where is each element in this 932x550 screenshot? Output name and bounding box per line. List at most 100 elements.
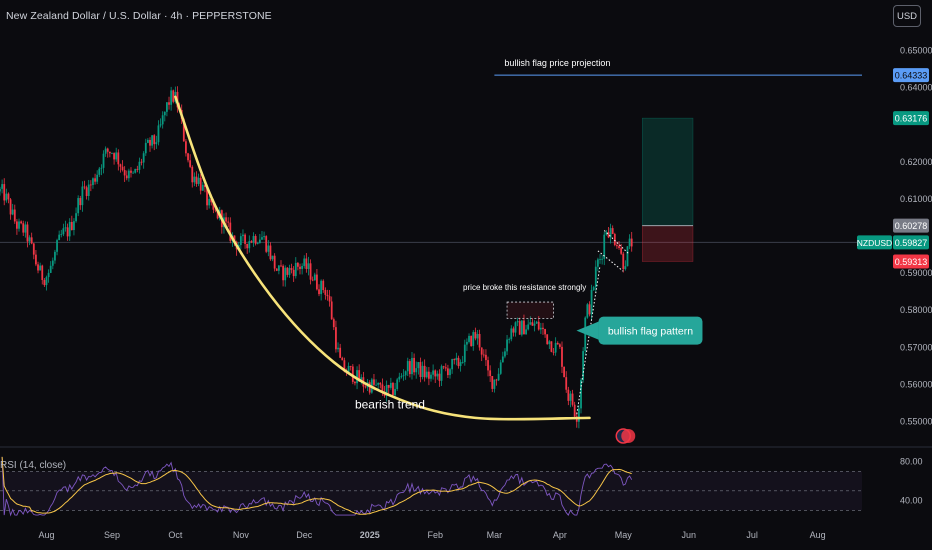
- candle-body: [140, 161, 143, 163]
- candle-body: [351, 366, 354, 382]
- candle-body: [514, 322, 517, 333]
- candle-body: [45, 277, 48, 286]
- candle-body: [161, 115, 164, 125]
- x-tick-label: Sep: [104, 530, 120, 540]
- price-badge: [893, 235, 929, 250]
- candle-body: [117, 152, 120, 165]
- candle-body: [440, 366, 443, 381]
- candle-body: [495, 379, 498, 381]
- stop-loss-zone: [642, 225, 694, 262]
- candle-body: [244, 234, 246, 244]
- candle-body: [404, 371, 407, 376]
- candle-body: [400, 375, 403, 377]
- candle-body: [368, 382, 371, 393]
- candle-body: [307, 263, 310, 269]
- flag-line: [603, 230, 630, 255]
- candle-body: [373, 379, 375, 385]
- candle-body: [425, 371, 428, 378]
- candle-body: [444, 367, 447, 369]
- candle-body: [292, 269, 295, 277]
- candle-body: [54, 251, 56, 261]
- price-labels: 0.64333 0.63176 0.60278 0.59827 0.59313NZDUS…: [857, 68, 929, 269]
- callout-box: [598, 316, 703, 345]
- candle-body: [419, 362, 422, 377]
- candle-body: [609, 228, 612, 238]
- candle-body: [246, 243, 249, 249]
- candle-body: [258, 239, 261, 243]
- candle-body: [411, 357, 413, 375]
- candle-body: [163, 111, 166, 116]
- currency-button[interactable]: USD: [893, 5, 921, 27]
- candle-body: [83, 186, 86, 188]
- candle-body: [227, 221, 230, 223]
- candle-body: [330, 301, 333, 320]
- x-tick-label: Apr: [553, 530, 567, 540]
- candle-body: [250, 241, 253, 243]
- candle-body: [199, 177, 202, 191]
- candle-body: [159, 124, 162, 126]
- candle-body: [111, 153, 113, 154]
- candle-body: [284, 267, 287, 281]
- candle-body: [611, 228, 614, 234]
- candle-body: [18, 221, 20, 229]
- rsi-tick-label: 80.00: [900, 457, 923, 467]
- candle-body: [119, 164, 122, 167]
- candle-body: [618, 246, 620, 248]
- candle-body: [35, 254, 37, 265]
- candle-body: [256, 242, 259, 244]
- x-tick-label: Feb: [427, 530, 443, 540]
- candle-body: [9, 199, 12, 215]
- candle-body: [558, 344, 561, 347]
- candle-body: [87, 184, 90, 197]
- candle-body: [288, 268, 291, 275]
- candle-body: [377, 382, 380, 385]
- candle-body: [305, 258, 308, 269]
- price-badge-label: 0.63176: [895, 114, 928, 124]
- candle-body: [432, 370, 435, 375]
- candle-body: [100, 167, 103, 169]
- candle-body: [201, 184, 204, 191]
- candle-body: [413, 357, 415, 373]
- x-tick-label: Jul: [746, 530, 758, 540]
- candle-body: [485, 354, 487, 361]
- candle-body: [115, 152, 118, 160]
- candle-body: [457, 357, 460, 367]
- candle-body: [89, 184, 92, 186]
- candle-body: [580, 380, 582, 409]
- candle-body: [430, 374, 432, 379]
- candle-body: [394, 389, 396, 395]
- candle-body: [127, 170, 130, 179]
- candle-body: [552, 351, 555, 353]
- candle-body: [24, 224, 27, 233]
- candle-body: [123, 170, 126, 176]
- candle-body: [571, 393, 574, 405]
- candle-body: [311, 279, 314, 281]
- x-tick-label: 2025: [360, 530, 380, 540]
- candle-body: [1, 184, 4, 189]
- candle-body: [472, 332, 475, 346]
- candle-body: [20, 221, 23, 224]
- symbol-tag-label: NZDUSD: [857, 238, 892, 248]
- candle-body: [332, 319, 335, 328]
- candle-body: [79, 198, 82, 206]
- candle-body: [157, 125, 160, 143]
- price-badge: [893, 218, 929, 233]
- candle-body: [573, 404, 576, 417]
- candle-body: [7, 193, 10, 200]
- candle-body: [415, 368, 418, 373]
- candle-body: [104, 148, 107, 154]
- candle-body: [309, 263, 312, 280]
- candle-body: [567, 389, 570, 401]
- resistance-box: [506, 301, 554, 319]
- candle-body: [75, 213, 77, 222]
- candle-body: [525, 329, 527, 335]
- axes: 0.65000 0.64000 0.62000 0.61000 0.59000 0.580…: [38, 45, 932, 540]
- price-tick-label: 0.64000: [900, 83, 932, 93]
- candle-body: [239, 236, 242, 246]
- candle-body: [535, 321, 538, 324]
- candle-body: [442, 366, 445, 368]
- take-profit-zone: [642, 117, 694, 226]
- x-tick-label: Nov: [233, 530, 250, 540]
- candle-body: [26, 224, 29, 242]
